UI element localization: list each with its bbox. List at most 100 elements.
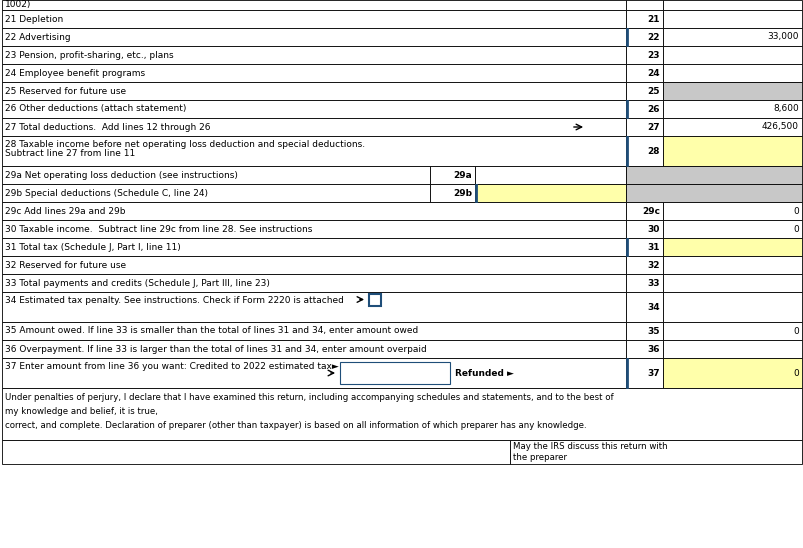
Bar	[475, 166, 626, 184]
Text: 28: 28	[646, 146, 659, 156]
Text: 426,500: 426,500	[761, 123, 798, 132]
Text: 30: 30	[647, 225, 659, 233]
Bar	[2, 118, 626, 136]
Text: 29a Net operating loss deduction (see instructions): 29a Net operating loss deduction (see in…	[5, 170, 238, 180]
Text: 1002): 1002)	[5, 1, 31, 9]
Bar	[2, 10, 626, 28]
Text: 32 Reserved for future use: 32 Reserved for future use	[5, 260, 126, 270]
Text: 0: 0	[793, 207, 798, 215]
Bar	[2, 388, 801, 440]
Text: 23 Pension, profit-sharing, etc., plans: 23 Pension, profit-sharing, etc., plans	[5, 50, 173, 60]
Bar	[2, 274, 626, 292]
Bar	[626, 202, 662, 220]
Text: 25 Reserved for future use: 25 Reserved for future use	[5, 87, 126, 95]
Bar	[626, 340, 662, 358]
Bar	[626, 220, 662, 238]
Bar	[626, 184, 801, 202]
Text: Subtract line 27 from line 11: Subtract line 27 from line 11	[5, 149, 135, 158]
Text: 29a: 29a	[453, 170, 471, 180]
Text: 37: 37	[646, 368, 659, 378]
Bar	[2, 292, 626, 322]
Bar	[430, 166, 475, 184]
Bar	[662, 220, 801, 238]
Text: 36 Overpayment. If line 33 is larger than the total of lines 31 and 34, enter am: 36 Overpayment. If line 33 is larger tha…	[5, 345, 426, 353]
Bar	[340, 362, 450, 384]
Bar	[2, 340, 626, 358]
Text: 36: 36	[646, 345, 659, 353]
Text: 34 Estimated tax penalty. See instructions. Check if Form 2220 is attached: 34 Estimated tax penalty. See instructio…	[5, 296, 344, 305]
Text: 35: 35	[646, 327, 659, 335]
Bar	[662, 100, 801, 118]
Text: 27: 27	[646, 123, 659, 132]
Text: 8,600: 8,600	[772, 105, 798, 113]
Text: 29c: 29c	[642, 207, 659, 215]
Text: 29c Add lines 29a and 29b: 29c Add lines 29a and 29b	[5, 207, 125, 215]
Bar	[662, 292, 801, 322]
Bar	[662, 202, 801, 220]
Text: 27 Total deductions.  Add lines 12 through 26: 27 Total deductions. Add lines 12 throug…	[5, 123, 210, 132]
Text: 25: 25	[646, 87, 659, 95]
Bar	[2, 184, 430, 202]
Text: 29b Special deductions (Schedule C, line 24): 29b Special deductions (Schedule C, line…	[5, 189, 208, 197]
Text: 34: 34	[646, 302, 659, 311]
Bar	[626, 118, 662, 136]
Bar	[626, 46, 662, 64]
Bar	[2, 100, 626, 118]
Bar	[626, 166, 801, 184]
Bar	[475, 184, 626, 202]
Text: 0: 0	[793, 368, 798, 378]
Bar	[662, 64, 801, 82]
Bar	[2, 46, 626, 64]
Bar	[2, 440, 509, 464]
Text: 28 Taxable income before net operating loss deduction and special deductions.: 28 Taxable income before net operating l…	[5, 140, 365, 149]
Bar	[662, 28, 801, 46]
Bar	[662, 340, 801, 358]
Text: 33,000: 33,000	[767, 32, 798, 42]
Text: 30 Taxable income.  Subtract line 29c from line 28. See instructions: 30 Taxable income. Subtract line 29c fro…	[5, 225, 312, 233]
Bar	[662, 136, 801, 166]
Text: Refunded ►: Refunded ►	[454, 368, 513, 378]
Text: 0: 0	[793, 225, 798, 233]
Bar	[662, 274, 801, 292]
Bar	[2, 0, 626, 10]
Text: 22: 22	[646, 32, 659, 42]
Bar	[662, 322, 801, 340]
Text: 33: 33	[646, 278, 659, 288]
Bar	[430, 184, 475, 202]
Text: 24: 24	[646, 68, 659, 77]
Bar	[626, 0, 662, 10]
Text: correct, and complete. Declaration of preparer (other than taxpayer) is based on: correct, and complete. Declaration of pr…	[5, 421, 586, 430]
Bar	[662, 256, 801, 274]
Bar	[626, 274, 662, 292]
Text: May the IRS discuss this return with
the preparer: May the IRS discuss this return with the…	[512, 442, 666, 462]
Bar	[626, 256, 662, 274]
Bar	[2, 28, 626, 46]
Bar	[626, 292, 662, 322]
Text: 23: 23	[646, 50, 659, 60]
Text: 29b: 29b	[452, 189, 471, 197]
Text: 32: 32	[646, 260, 659, 270]
Bar	[2, 358, 626, 388]
Text: Under penalties of perjury, I declare that I have examined this return, includin: Under penalties of perjury, I declare th…	[5, 393, 613, 402]
Text: 33 Total payments and credits (Schedule J, Part III, line 23): 33 Total payments and credits (Schedule …	[5, 278, 270, 288]
Bar	[509, 440, 801, 464]
Text: 21 Depletion: 21 Depletion	[5, 14, 63, 24]
Text: 35 Amount owed. If line 33 is smaller than the total of lines 31 and 34, enter a: 35 Amount owed. If line 33 is smaller th…	[5, 327, 418, 335]
Bar	[626, 238, 662, 256]
Bar	[2, 202, 626, 220]
Bar	[2, 220, 626, 238]
Bar	[626, 82, 662, 100]
Bar	[662, 358, 801, 388]
Text: 22 Advertising: 22 Advertising	[5, 32, 71, 42]
Bar	[662, 82, 801, 100]
Text: 37 Enter amount from line 36 you want: Credited to 2022 estimated tax►: 37 Enter amount from line 36 you want: C…	[5, 362, 338, 371]
Text: 0: 0	[793, 327, 798, 335]
Bar	[626, 64, 662, 82]
Bar	[626, 28, 662, 46]
Bar	[2, 166, 430, 184]
Bar	[626, 10, 662, 28]
Bar	[2, 64, 626, 82]
Text: 24 Employee benefit programs: 24 Employee benefit programs	[5, 68, 145, 77]
Bar	[662, 118, 801, 136]
Text: my knowledge and belief, it is true,: my knowledge and belief, it is true,	[5, 407, 157, 416]
